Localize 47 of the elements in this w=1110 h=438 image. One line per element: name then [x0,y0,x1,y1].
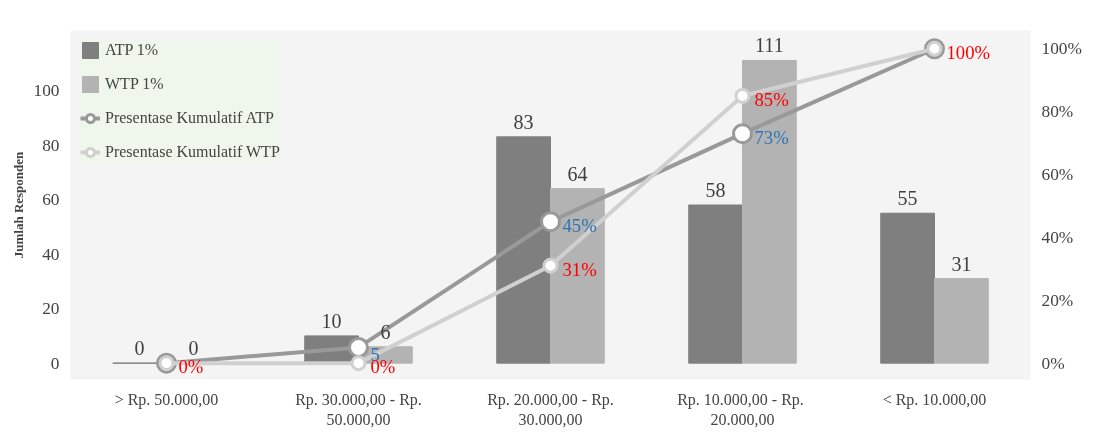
data-label: 0 [134,337,145,360]
y2-tick-label: 20% [1041,290,1074,310]
y-tick-label: 60 [42,190,60,210]
data-label: 45% [562,214,597,236]
y2-tick-label: 0% [1041,353,1065,373]
bar [496,136,551,364]
bar [688,204,743,364]
bar [880,212,935,364]
point [540,211,561,233]
y-tick-label: 40 [42,244,60,264]
x-tick-label: > Rp. 50.000,00 [114,390,219,409]
x-tick-label: Rp. 10.000,00 - Rp. 20.000,00 [677,390,804,428]
bar [934,278,989,364]
point [542,257,559,274]
legend-label: ATP 1% [105,41,159,59]
data-label: 83 [513,110,534,133]
point [350,355,367,372]
y2-tick-label: 60% [1041,165,1074,184]
y2-tick-label: 40% [1041,227,1074,247]
y-tick-label: 100 [33,80,60,100]
point [732,123,753,145]
y-tick-label: 0 [50,353,60,373]
point [348,336,369,358]
data-label: 55 [897,187,918,210]
y2-tick-label: 100% [1041,39,1082,59]
y-tick-label: 20 [42,299,60,319]
x-tick-label: < Rp. 10.000,00 [882,390,987,409]
bar [742,59,797,364]
legend-label: Presentase Kumulatif ATP [105,109,274,127]
data-label: 58 [705,179,726,201]
data-label: 64 [567,162,588,185]
data-label: 85% [754,88,789,110]
data-label: 10 [321,309,342,332]
legend-label: WTP 1% [105,75,164,93]
legend-label: Presentase Kumulatif WTP [105,143,280,161]
y-axis-title: Jumlah Responden [10,150,26,259]
y-tick-label: 80 [42,135,60,155]
point [734,87,751,104]
data-label: 100% [946,41,991,63]
data-label: 31% [562,258,597,280]
data-label: 6 [380,320,391,343]
x-tick-label: Rp. 30.000,00 - Rp. 50.000,00 [295,390,422,428]
x-tick-label: Rp. 20.000,00 - Rp. 30.000,00 [487,390,614,428]
data-label: 31 [951,252,972,275]
y2-tick-label: 80% [1041,102,1074,122]
data-label: 111 [755,34,784,57]
data-label: 73% [754,126,789,148]
